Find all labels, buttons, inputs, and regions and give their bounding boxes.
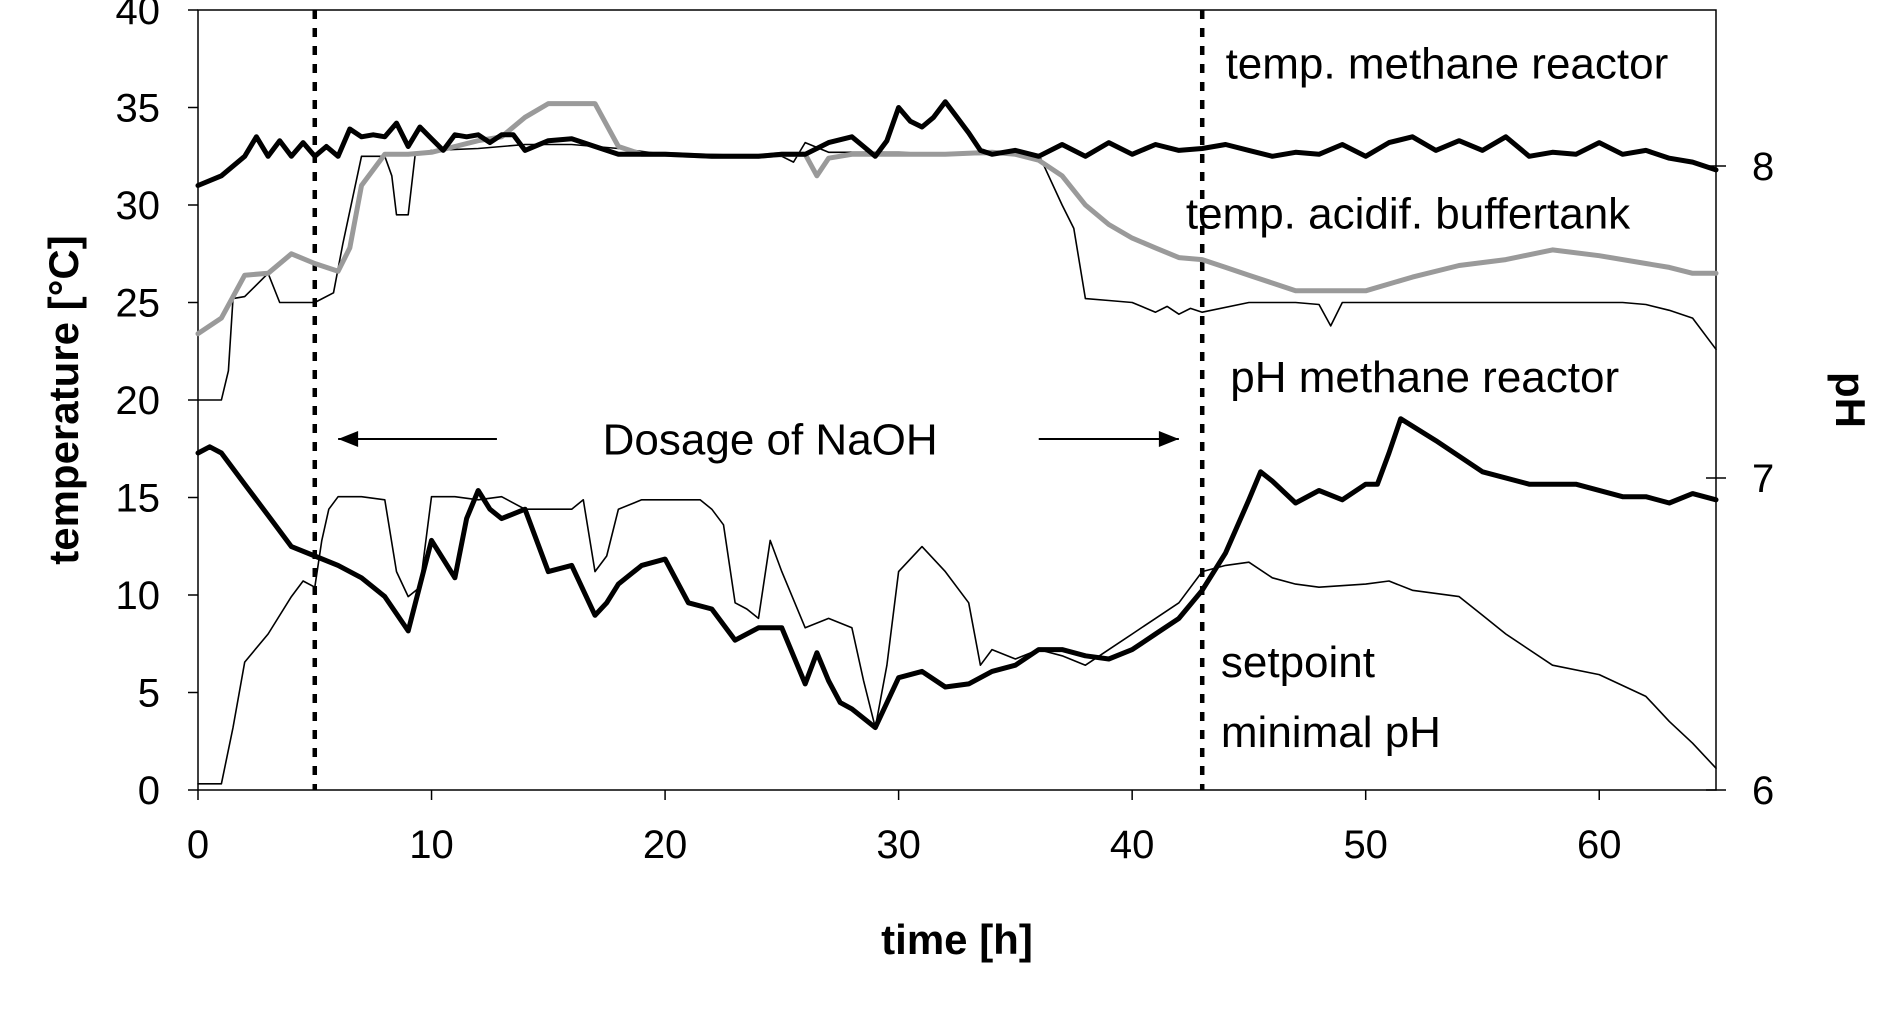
y-axis-title: temperature [°C] <box>40 235 87 565</box>
y-tick-label: 25 <box>116 282 161 326</box>
y2-axis-title: pH <box>1827 372 1874 428</box>
annotation-layer: temp. methane reactor temp. acidif. buffe… <box>338 39 1668 757</box>
y-tick-label: 35 <box>116 87 161 131</box>
dosage-arrow-head <box>1158 431 1179 447</box>
series-line-temp-methane-reactor <box>195 99 1719 188</box>
y2-tick-label: 7 <box>1752 457 1774 501</box>
x-axis-title: time [h] <box>881 916 1033 963</box>
annotation-label: pH methane reactor <box>1230 353 1619 402</box>
axes-layer: 0 10 20 30 40 50 60 0 5 10 15 20 25 30 35 40 6 7 8 <box>116 0 1775 867</box>
x-tick-label: 60 <box>1577 823 1622 867</box>
y-tick-label: 10 <box>116 574 161 618</box>
series-line-ph-methane-reactor <box>195 416 1719 731</box>
y-tick-label: 15 <box>116 477 161 521</box>
y-tick-label: 20 <box>116 379 161 423</box>
y2-tick-label: 8 <box>1752 145 1774 189</box>
dosage-boundary-lines <box>312 10 1205 790</box>
x-tick-label: 10 <box>409 823 454 867</box>
dosage-arrow-head <box>338 431 359 447</box>
x-tick-label: 0 <box>187 823 209 867</box>
annotation-label: minimal pH <box>1221 708 1441 757</box>
x-tick-label: 40 <box>1110 823 1155 867</box>
series-line-setpoint-minimal-ph <box>197 495 1717 785</box>
x-tick-label: 30 <box>876 823 921 867</box>
x-tick-label: 50 <box>1343 823 1388 867</box>
y2-tick-label: 6 <box>1752 769 1774 813</box>
series-line-temp-acidif-buffertank <box>195 101 1719 337</box>
series-layer <box>195 99 1719 785</box>
annotation-label: setpoint <box>1221 638 1375 687</box>
annotation-label: temp. acidif. buffertank <box>1186 189 1631 238</box>
annotation-label: temp. methane reactor <box>1226 39 1669 88</box>
y-tick-label: 0 <box>138 769 160 813</box>
x-tick-label: 20 <box>643 823 688 867</box>
y-tick-label: 30 <box>116 184 161 228</box>
y-tick-label: 40 <box>116 0 161 33</box>
y-tick-label: 5 <box>138 672 160 716</box>
annotation-label: Dosage of NaOH <box>603 416 938 465</box>
